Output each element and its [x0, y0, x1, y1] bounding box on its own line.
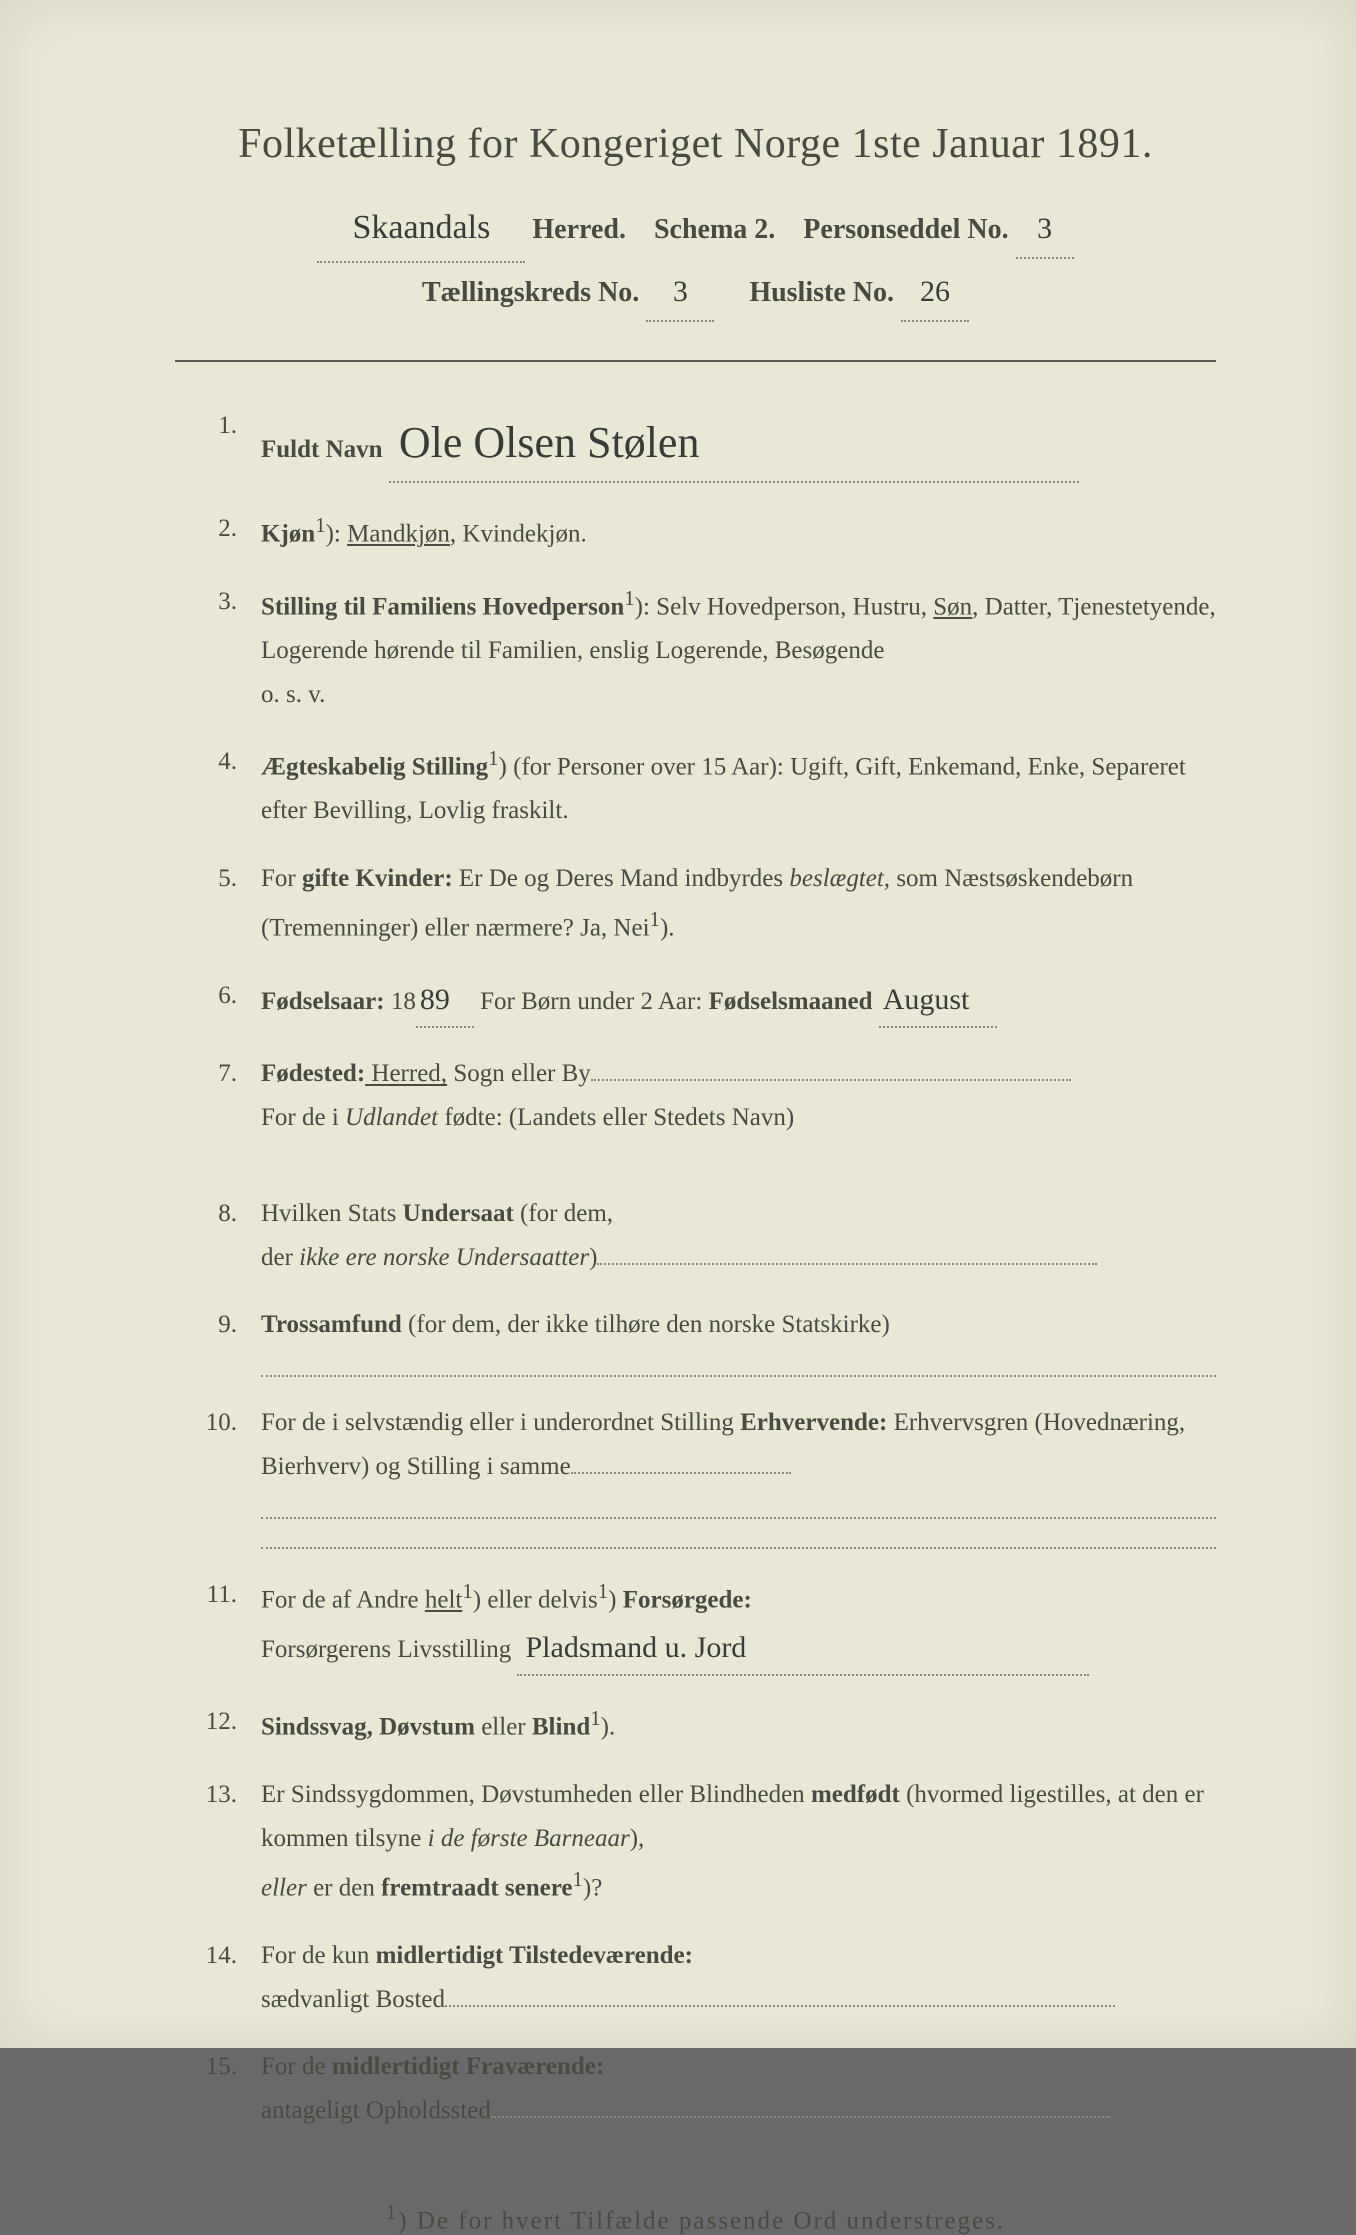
schema-label: Schema 2.: [654, 214, 775, 245]
item-13: 13. Er Sindssygdommen, Døvstumheden elle…: [175, 1773, 1216, 1910]
document-page: Folketælling for Kongeriget Norge 1ste J…: [0, 0, 1356, 2048]
personseddel-no: 3: [1037, 212, 1052, 245]
item-number: 1.: [175, 404, 261, 483]
item-2: 2. Kjøn1): Mandkjøn, Kvindekjøn.: [175, 507, 1216, 556]
husliste-no: 26: [920, 275, 950, 308]
label-disability: Sindssvag, Døvstum: [261, 1714, 475, 1741]
herred-label: Herred.: [532, 214, 626, 245]
name-handwritten: Ole Olsen Stølen: [399, 418, 700, 467]
label-birthyear: Fødselsaar:: [261, 988, 385, 1015]
item-15: 15. For de midlertidigt Fraværende: anta…: [175, 2045, 1216, 2133]
label-relation: Stilling til Familiens Hovedperson: [261, 593, 624, 620]
relation-son-underlined: Søn: [933, 593, 972, 620]
footnote: 1) De for hvert Tilfælde passende Ord un…: [175, 2200, 1216, 2235]
label-marital: Ægteskabelig Stilling: [261, 754, 488, 781]
item-number: 3.: [175, 580, 261, 717]
item-14: 14. For de kun midlertidigt Tilstedevære…: [175, 1934, 1216, 2022]
item-number: 8.: [175, 1192, 261, 1280]
footnote-divider: [255, 2173, 415, 2174]
item-8: 8. Hvilken Stats Undersaat (for dem, der…: [175, 1192, 1216, 1280]
kreds-label: Tællingskreds No.: [422, 277, 639, 308]
label-birthplace: Fødested:: [261, 1060, 365, 1087]
item-12: 12. Sindssvag, Døvstum eller Blind1).: [175, 1700, 1216, 1749]
item-9: 9. Trossamfund (for dem, der ikke tilhør…: [175, 1303, 1216, 1377]
label-name: Fuldt Navn: [261, 436, 383, 463]
item-11: 11. For de af Andre helt1) eller delvis1…: [175, 1573, 1216, 1677]
header-block: Skaandals Herred. Schema 2. Personseddel…: [175, 196, 1216, 322]
form-items: 1. Fuldt Navn Ole Olsen Stølen 2. Kjøn1)…: [175, 404, 1216, 2133]
label-sex: Kjøn: [261, 520, 315, 547]
personseddel-label: Personseddel No.: [803, 214, 1008, 245]
herred-handwritten: Skaandals: [352, 209, 490, 246]
item-1: 1. Fuldt Navn Ole Olsen Stølen: [175, 404, 1216, 483]
item-4: 4. Ægteskabelig Stilling1) (for Personer…: [175, 740, 1216, 833]
husliste-label: Husliste No.: [749, 277, 894, 308]
kreds-no: 3: [673, 275, 688, 308]
item-number: 7.: [175, 1052, 261, 1140]
item-number: 14.: [175, 1934, 261, 2022]
item-number: 15.: [175, 2045, 261, 2133]
item-7: 7. Fødested: Herred, Sogn eller By For d…: [175, 1052, 1216, 1140]
label-religion: Trossamfund: [261, 1311, 402, 1338]
item-number: 13.: [175, 1773, 261, 1910]
item-number: 2.: [175, 507, 261, 556]
item-3: 3. Stilling til Familiens Hovedperson1):…: [175, 580, 1216, 717]
item-number: 9.: [175, 1303, 261, 1377]
item-6: 6. Fødselsaar: 1889 For Børn under 2 Aar…: [175, 974, 1216, 1029]
provider-occupation-hand: Pladsmand u. Jord: [525, 1631, 746, 1664]
sex-male-underlined: Mandkjøn: [347, 520, 450, 547]
item-10: 10. For de i selvstændig eller i underor…: [175, 1401, 1216, 1549]
sex-female: Kvindekjøn.: [462, 520, 586, 547]
item-number: 4.: [175, 740, 261, 833]
divider: [175, 360, 1216, 362]
item-number: 11.: [175, 1573, 261, 1677]
item-number: 10.: [175, 1401, 261, 1549]
page-title: Folketælling for Kongeriget Norge 1ste J…: [175, 120, 1216, 168]
birthyear-hand: 89: [420, 983, 450, 1016]
item-5: 5. For gifte Kvinder: Er De og Deres Man…: [175, 857, 1216, 950]
item-number: 12.: [175, 1700, 261, 1749]
birthmonth-hand: August: [883, 983, 970, 1016]
item-number: 6.: [175, 974, 261, 1029]
item-number: 5.: [175, 857, 261, 950]
